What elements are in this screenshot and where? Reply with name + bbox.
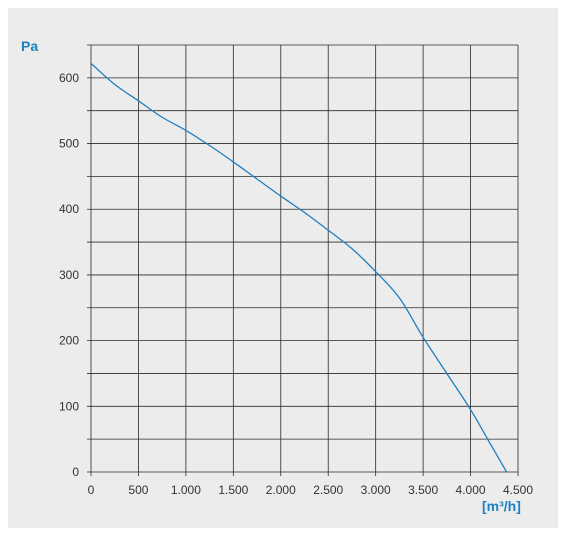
y-tick-label: 100	[59, 399, 79, 413]
chart-svg: 0 500 1.000 1.500 2.000 2.500 3.000 3.500 4.000 4…	[21, 38, 534, 514]
x-tick-label: 4.000	[456, 483, 486, 497]
x-axis-ticks: 0 500 1.000 1.500 2.000 2.500 3.000 3.500 4.000 4…	[88, 483, 534, 497]
x-tick-label: 500	[128, 483, 148, 497]
y-axis-ticks: 0 100 200 300 400 500 600	[59, 71, 79, 479]
x-tick-label: 1.500	[218, 483, 248, 497]
x-tick-label: 3.500	[408, 483, 438, 497]
x-tick-label: 3.000	[361, 483, 391, 497]
x-tick-label: 2.000	[266, 483, 296, 497]
y-tick-label: 200	[59, 334, 79, 348]
y-tick-label: 400	[59, 202, 79, 216]
y-tick-label: 300	[59, 268, 79, 282]
y-axis-label: Pa	[21, 38, 38, 54]
fan-curve-line	[90, 62, 508, 473]
x-axis-label: [m³/h]	[482, 498, 521, 514]
x-tick-label: 2.500	[313, 483, 343, 497]
x-tick-label: 4.500	[503, 483, 533, 497]
chart-panel: 0 500 1.000 1.500 2.000 2.500 3.000 3.500 4.000 4…	[8, 8, 558, 528]
y-tick-label: 0	[72, 465, 79, 479]
y-tick-label: 600	[59, 71, 79, 85]
x-tick-label: 1.000	[171, 483, 201, 497]
y-tick-label: 500	[59, 137, 79, 151]
curve-layer	[90, 62, 508, 473]
x-tick-label: 0	[88, 483, 95, 497]
